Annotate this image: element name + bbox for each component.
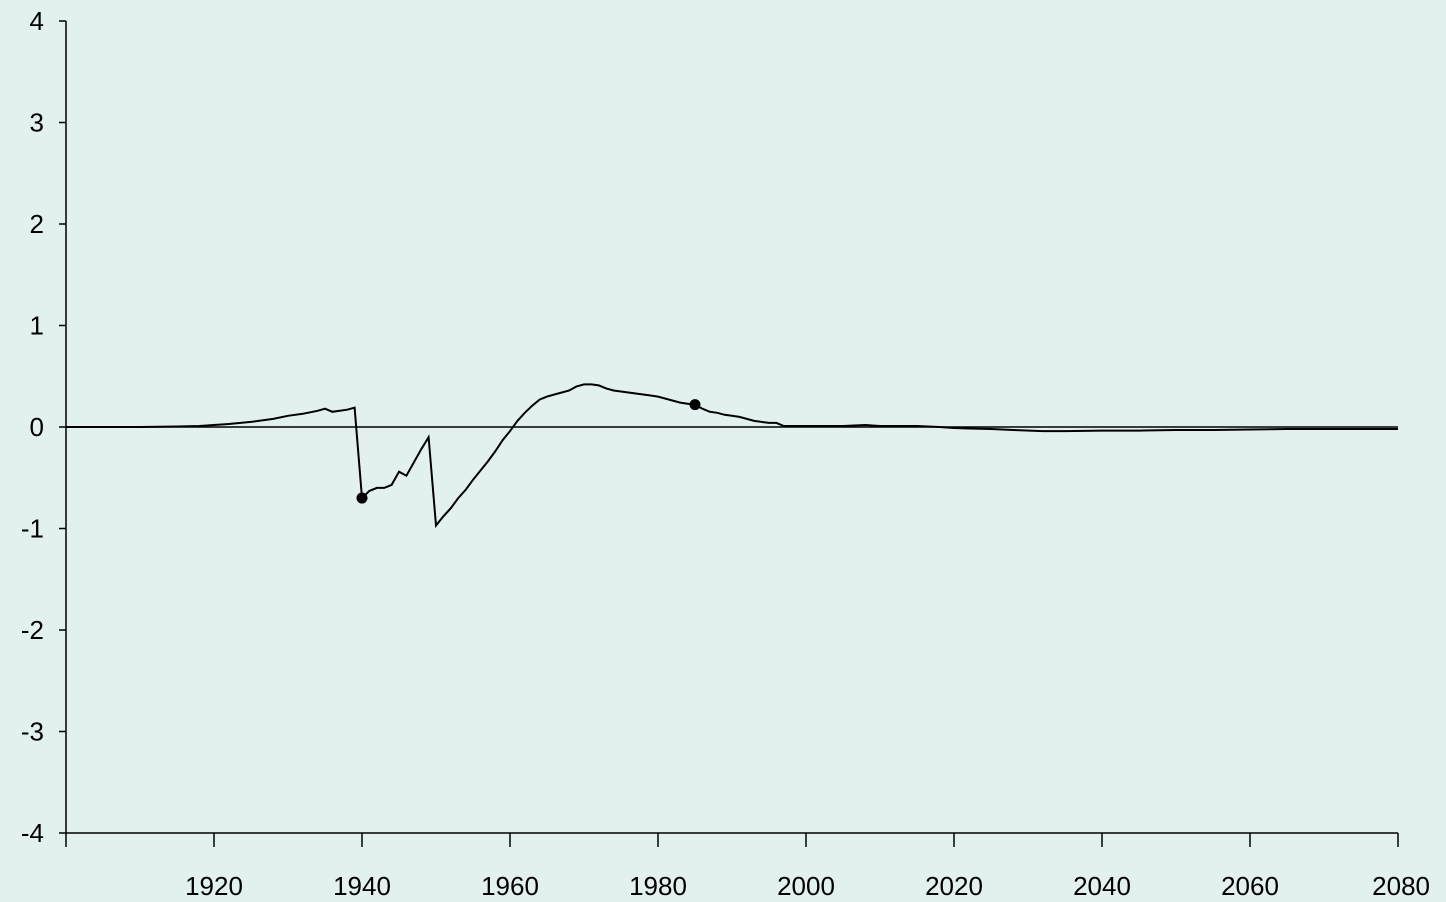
y-tick-label: 0 [30,412,44,442]
y-tick-label: -3 [21,717,44,747]
data-point-marker [356,492,368,504]
x-tick-label: 1980 [629,871,687,901]
y-tick-label: 2 [30,209,44,239]
y-tick-label: 3 [30,108,44,138]
series-line [66,383,1398,529]
chart-axes [65,21,1398,834]
y-tick-label: -1 [21,514,44,544]
data-point-marker [689,399,701,411]
x-tick-label: 2020 [925,871,983,901]
chart-series [66,383,1398,529]
y-tick-label: -4 [21,818,44,848]
x-tick-label: 1920 [185,871,243,901]
x-tick-label: 1940 [333,871,391,901]
x-tick-label: 2060 [1221,871,1279,901]
x-tick-label: 2040 [1073,871,1131,901]
y-tick-label: -2 [21,615,44,645]
x-tick-label: 2080 [1372,871,1430,901]
y-tick-label: 4 [30,6,44,36]
chart-ticks: 4 3 2 1 0 -1 -2 -3 -4 1920 1940 1960 1980 2000 2020 204… [21,6,1430,901]
x-tick-label: 2000 [777,871,835,901]
y-tick-label: 1 [30,311,44,341]
x-tick-label: 1960 [481,871,539,901]
